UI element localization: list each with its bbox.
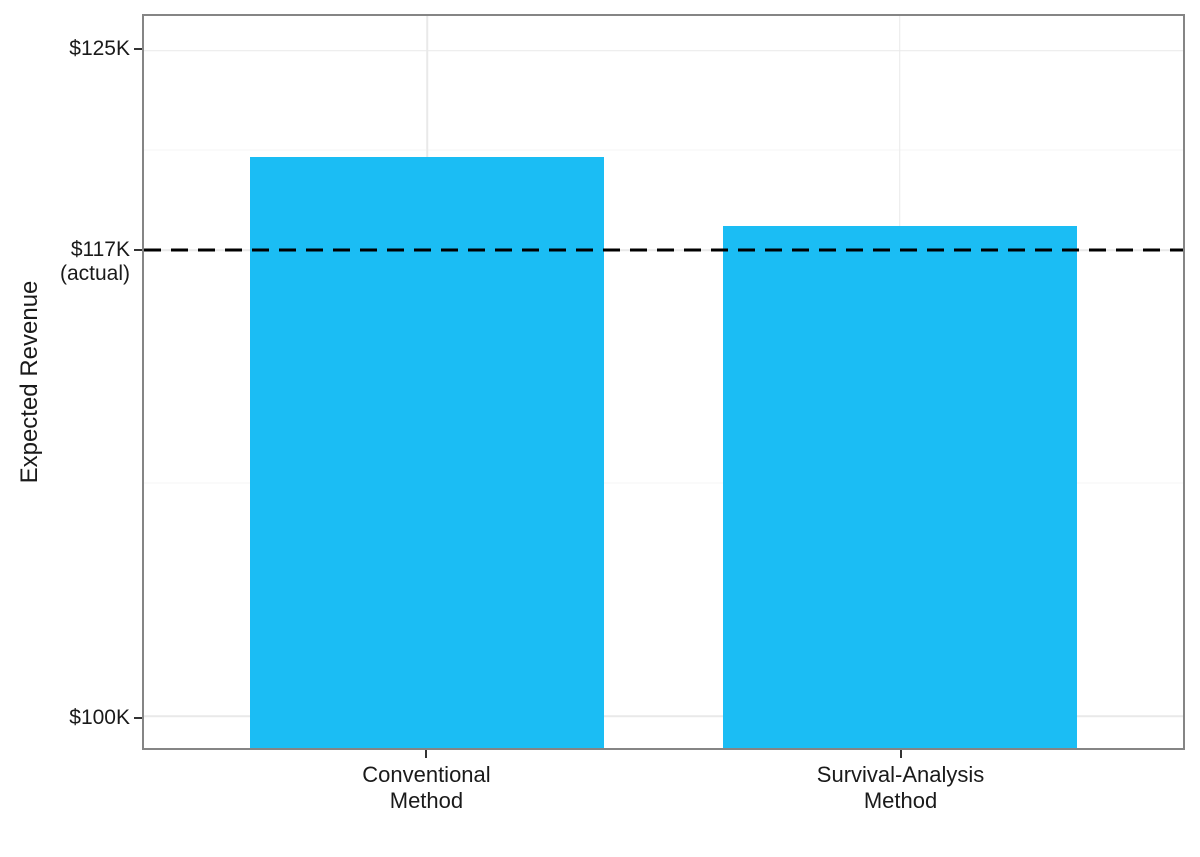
y-tick-mark (134, 47, 142, 50)
bar-survival-analysis (722, 226, 1077, 748)
plot-panel (142, 14, 1185, 750)
x-tick-label: Survival-Analysis Method (691, 762, 1111, 814)
y-tick-label-text: $100K (69, 705, 130, 729)
y-tick-label: $100K (0, 706, 130, 730)
y-tick-mark (134, 716, 142, 719)
y-gridline-minor (144, 149, 1183, 151)
x-tick-label-line: Conventional (362, 762, 491, 787)
y-tick-label: $125K (0, 37, 130, 61)
x-tick-label-line: Survival-Analysis (816, 762, 985, 787)
y-axis-title: Expected Revenue (16, 280, 43, 484)
y-tick-label-text: $125K (69, 36, 130, 60)
y-gridline-major (144, 715, 1183, 717)
y-tick-label-text: $117K (70, 237, 130, 261)
y-gridline-minor (144, 482, 1183, 484)
y-tick-label: $117K (actual) (0, 238, 130, 286)
x-tick-label-line: Method (389, 788, 464, 813)
x-tick-label-line: Method (863, 788, 938, 813)
x-tick-label: Conventional Method (216, 762, 636, 814)
actual-revenue-reference-line (144, 248, 1183, 252)
x-tick-mark (425, 750, 428, 758)
x-tick-mark (899, 750, 902, 758)
y-tick-sublabel-text: (actual) (59, 261, 130, 285)
y-gridline-major (144, 49, 1183, 52)
y-tick-mark (134, 248, 142, 251)
bar-conventional (250, 157, 605, 748)
